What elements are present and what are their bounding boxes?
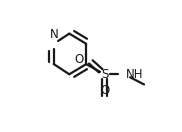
- Text: NH: NH: [126, 68, 143, 81]
- Text: O: O: [100, 84, 109, 96]
- Text: S: S: [101, 68, 108, 81]
- Text: N: N: [49, 28, 58, 41]
- Text: O: O: [75, 53, 84, 65]
